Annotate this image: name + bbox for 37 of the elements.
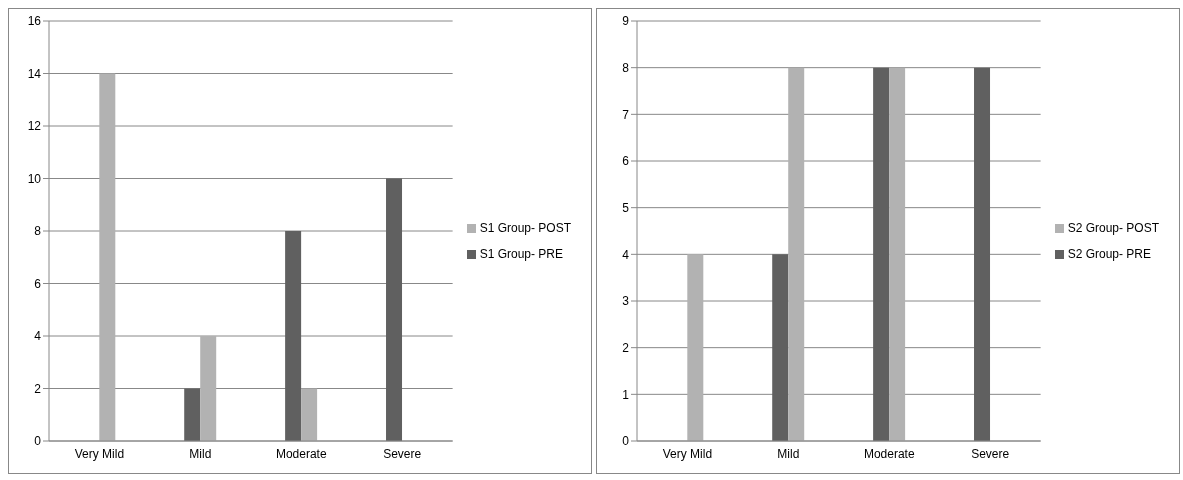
y-tick-label: 2 — [34, 381, 42, 396]
bar — [200, 336, 217, 441]
legend-label: S1 Group- POST — [479, 221, 571, 235]
y-tick-label: 12 — [27, 119, 42, 134]
bar — [386, 178, 403, 441]
y-tick-label: 1 — [622, 387, 630, 402]
y-tick-label: 0 — [622, 434, 630, 449]
y-tick-label: 3 — [622, 294, 630, 309]
x-tick-label: Mild — [777, 446, 800, 461]
x-tick-label: Severe — [383, 446, 422, 461]
y-tick-label: 14 — [27, 66, 42, 81]
y-tick-label: 16 — [27, 14, 42, 29]
y-tick-label: 5 — [622, 200, 630, 215]
x-tick-label: Severe — [971, 446, 1010, 461]
x-tick-label: Very Mild — [662, 446, 713, 461]
y-tick-label: 8 — [34, 224, 42, 239]
x-tick-label: Mild — [189, 446, 212, 461]
y-tick-label: 9 — [622, 14, 630, 29]
y-tick-label: 7 — [622, 107, 630, 122]
legend-label: S2 Group- POST — [1067, 221, 1159, 235]
y-tick-label: 4 — [34, 329, 42, 344]
y-tick-label: 4 — [622, 247, 630, 262]
y-tick-label: 6 — [622, 154, 630, 169]
x-tick-label: Very Mild — [74, 446, 125, 461]
y-tick-label: 0 — [34, 434, 42, 449]
y-tick-label: 8 — [622, 60, 630, 75]
x-tick-label: Moderate — [863, 446, 915, 461]
legend-label: S1 Group- PRE — [479, 247, 563, 261]
y-tick-label: 2 — [622, 340, 630, 355]
x-tick-label: Moderate — [275, 446, 327, 461]
bar — [285, 231, 302, 441]
legend-label: S2 Group- PRE — [1067, 247, 1151, 261]
y-tick-label: 6 — [34, 276, 42, 291]
bar — [184, 388, 201, 441]
y-tick-label: 10 — [27, 171, 42, 186]
bar — [301, 388, 318, 441]
bar — [99, 73, 116, 441]
